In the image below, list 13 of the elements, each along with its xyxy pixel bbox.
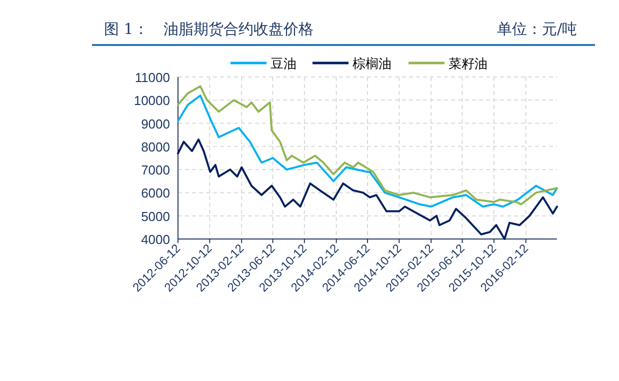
- y-tick-label: 7000: [141, 162, 170, 178]
- legend-label: 棕榈油: [352, 57, 392, 72]
- y-tick-label: 8000: [141, 139, 170, 154]
- legend-label: 菜籽油: [448, 57, 488, 72]
- y-tick-label: 11000: [134, 70, 170, 85]
- chart-subtitle: 单位：元/吨: [496, 20, 577, 39]
- y-tick-label: 4000: [141, 232, 170, 247]
- y-tick-label: 5000: [141, 208, 170, 224]
- chart-title: 图 1： 油脂期货合约收盘价格: [104, 20, 314, 39]
- y-tick-label: 6000: [141, 186, 170, 201]
- y-tick-label: 10000: [134, 93, 170, 108]
- y-tick-label: 9000: [141, 116, 170, 132]
- legend-label: 豆油: [270, 57, 296, 72]
